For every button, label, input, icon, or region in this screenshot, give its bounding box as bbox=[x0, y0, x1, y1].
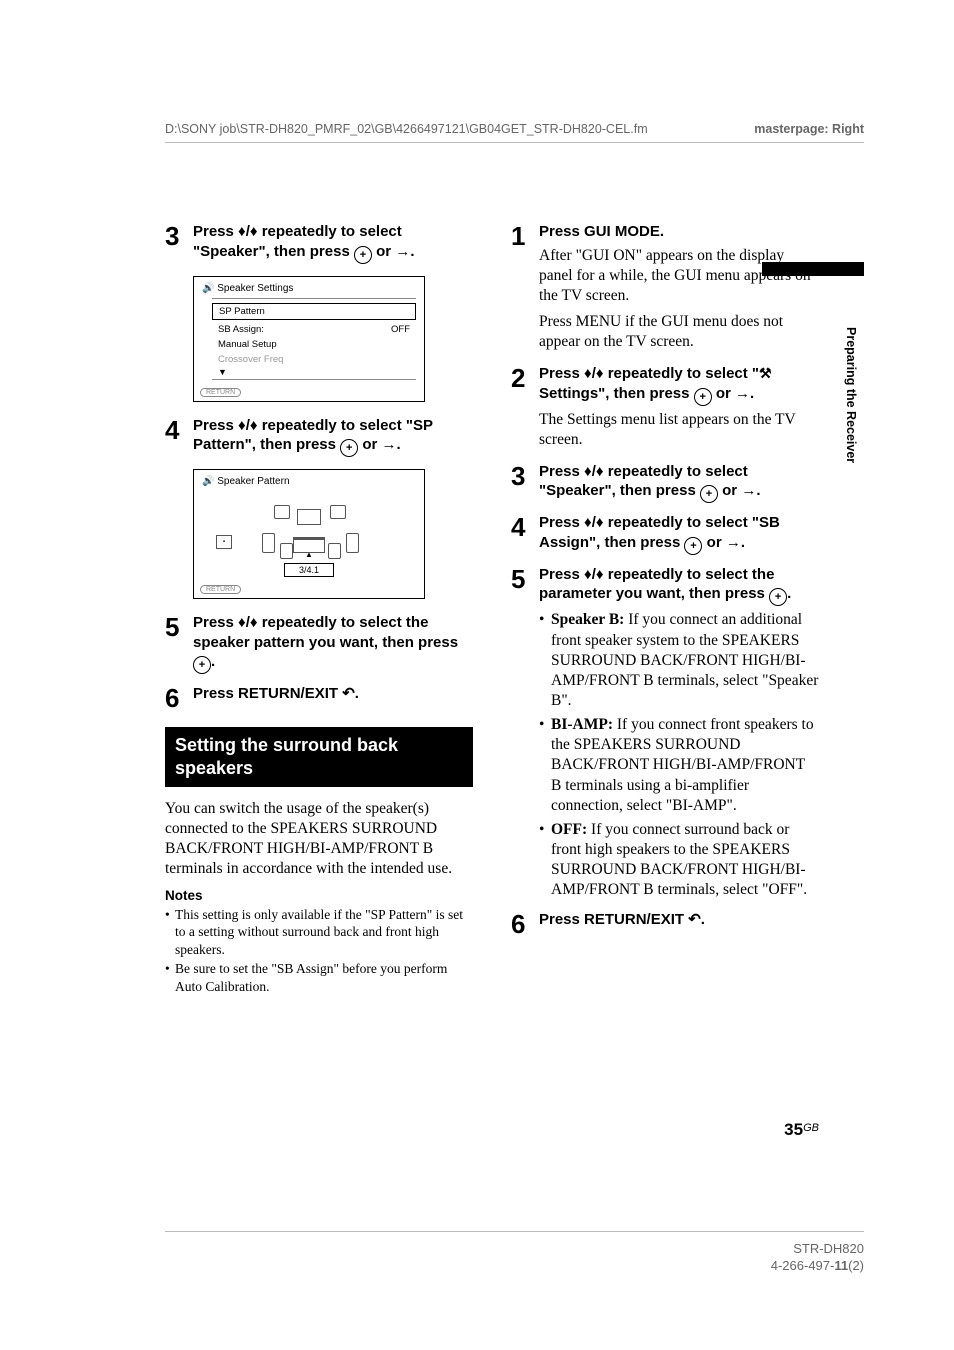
header-path-row: D:\SONY job\STR-DH820_PMRF_02\GB\4266497… bbox=[165, 122, 864, 136]
left-column: 3 Press ♦/♦ repeatedly to select "Speake… bbox=[165, 222, 473, 997]
step-text: After "GUI ON" appears on the display pa… bbox=[539, 246, 819, 306]
step-title: Press ♦/♦ repeatedly to select the speak… bbox=[193, 613, 473, 674]
enter-icon: + bbox=[193, 656, 211, 674]
step-number: 6 bbox=[165, 684, 193, 711]
enter-icon: + bbox=[340, 439, 358, 457]
step-title: Press ♦/♦ repeatedly to select the param… bbox=[539, 565, 819, 607]
menu-item-manual-setup: Manual Setup bbox=[212, 337, 416, 352]
left-step-3: 3 Press ♦/♦ repeatedly to select "Speake… bbox=[165, 222, 473, 268]
arrow-right-icon: → bbox=[726, 534, 741, 551]
right-step-1: 1 Press GUI MODE. After "GUI ON" appears… bbox=[511, 222, 819, 358]
enter-icon: + bbox=[769, 588, 787, 606]
section-body-text: You can switch the usage of the speaker(… bbox=[165, 799, 473, 880]
right-step-4: 4 Press ♦/♦ repeatedly to select "SB Ass… bbox=[511, 513, 819, 559]
step-title: Press RETURN/EXIT . bbox=[539, 910, 819, 930]
enter-icon: + bbox=[684, 537, 702, 555]
toolbox-icon bbox=[759, 365, 772, 382]
speaker-diagram: ▪ ▲ 3/4.1 bbox=[202, 495, 416, 577]
step-text: The Settings menu list appears on the TV… bbox=[539, 410, 819, 450]
step-number: 1 bbox=[511, 222, 539, 249]
enter-icon: + bbox=[700, 485, 718, 503]
step-number: 4 bbox=[165, 416, 193, 443]
menu-title: 🔊 Speaker Pattern bbox=[202, 476, 416, 487]
menu-down-arrow-icon: ▼ bbox=[212, 367, 416, 377]
step-number: 3 bbox=[165, 222, 193, 249]
arrow-right-icon: → bbox=[382, 436, 397, 453]
step-number: 4 bbox=[511, 513, 539, 540]
return-pill: RETURN bbox=[200, 585, 241, 594]
note-item: This setting is only available if the "S… bbox=[165, 906, 473, 959]
footer-doc-number: 4-266-497-11(2) bbox=[771, 1257, 864, 1275]
right-step-6: 6 Press RETURN/EXIT . bbox=[511, 910, 819, 937]
page-number: 35GB bbox=[784, 1120, 819, 1140]
section-heading: Setting the surround back speakers bbox=[165, 727, 473, 787]
speaker-icon bbox=[274, 505, 290, 519]
step-number: 5 bbox=[511, 565, 539, 592]
bullet-item: OFF: If you connect surround back or fro… bbox=[539, 820, 819, 901]
speaker-icon bbox=[280, 543, 293, 559]
return-icon bbox=[688, 911, 701, 928]
step-number: 3 bbox=[511, 462, 539, 489]
left-step-6: 6 Press RETURN/EXIT . bbox=[165, 684, 473, 711]
speaker-icon bbox=[262, 533, 275, 553]
arrow-right-icon: → bbox=[741, 482, 756, 499]
header-masterpage: masterpage: Right bbox=[754, 122, 864, 136]
content-columns: 3 Press ♦/♦ repeatedly to select "Speake… bbox=[165, 222, 819, 997]
notes-heading: Notes bbox=[165, 888, 473, 903]
bullet-item: Speaker B: If you connect an additional … bbox=[539, 610, 819, 711]
footer-divider bbox=[165, 1231, 864, 1232]
step-title: Press ♦/♦ repeatedly to select "SP Patte… bbox=[193, 416, 473, 458]
screenshot-speaker-settings: 🔊 Speaker Settings SP Pattern SB Assign:… bbox=[193, 276, 425, 402]
step-title: Press ♦/♦ repeatedly to select "SB Assig… bbox=[539, 513, 819, 555]
menu-item-sb-assign: SB Assign:OFF bbox=[212, 322, 416, 337]
page: D:\SONY job\STR-DH820_PMRF_02\GB\4266497… bbox=[0, 0, 954, 1350]
step-number: 2 bbox=[511, 364, 539, 391]
right-step-2: 2 Press ♦/♦ repeatedly to select " Setti… bbox=[511, 364, 819, 456]
return-pill: RETURN bbox=[200, 388, 241, 397]
arrow-right-icon: → bbox=[395, 243, 410, 260]
step-text: Press MENU if the GUI menu does not appe… bbox=[539, 312, 819, 352]
left-step-5: 5 Press ♦/♦ repeatedly to select the spe… bbox=[165, 613, 473, 678]
step-title: Press GUI MODE. bbox=[539, 222, 819, 242]
screenshot-speaker-pattern: 🔊 Speaker Pattern ▪ ▲ 3/4.1 bbox=[193, 469, 425, 599]
bullet-item: BI-AMP: If you connect front speakers to… bbox=[539, 715, 819, 816]
step-number: 5 bbox=[165, 613, 193, 640]
step-number: 6 bbox=[511, 910, 539, 937]
tv-icon bbox=[297, 509, 321, 525]
note-item: Be sure to set the "SB Assign" before yo… bbox=[165, 960, 473, 995]
step-title: Press ♦/♦ repeatedly to select "Speaker"… bbox=[539, 462, 819, 504]
enter-icon: + bbox=[694, 388, 712, 406]
header-divider bbox=[165, 142, 864, 143]
header-file-path: D:\SONY job\STR-DH820_PMRF_02\GB\4266497… bbox=[165, 122, 648, 136]
pattern-label: 3/4.1 bbox=[284, 563, 334, 577]
right-step-3: 3 Press ♦/♦ repeatedly to select "Speake… bbox=[511, 462, 819, 508]
left-step-4: 4 Press ♦/♦ repeatedly to select "SP Pat… bbox=[165, 416, 473, 462]
speaker-icon bbox=[328, 543, 341, 559]
return-icon bbox=[342, 685, 355, 702]
right-column: 1 Press GUI MODE. After "GUI ON" appears… bbox=[511, 222, 819, 997]
step-title: Press ♦/♦ repeatedly to select "Speaker"… bbox=[193, 222, 473, 264]
subwoofer-icon: ▪ bbox=[216, 535, 232, 549]
menu-item-sp-pattern: SP Pattern bbox=[212, 303, 416, 320]
enter-icon: + bbox=[354, 246, 372, 264]
menu-item-crossover: Crossover Freq bbox=[212, 352, 416, 367]
side-tab-label: Preparing the Receiver bbox=[842, 262, 858, 463]
footer-model: STR-DH820 bbox=[771, 1240, 864, 1258]
step-title: Press ♦/♦ repeatedly to select " Setting… bbox=[539, 364, 819, 406]
speaker-icon bbox=[330, 505, 346, 519]
step-title: Press RETURN/EXIT . bbox=[193, 684, 473, 704]
menu-title: 🔊 Speaker Settings bbox=[202, 283, 416, 294]
arrow-right-icon: → bbox=[735, 385, 750, 402]
menu-list: SP Pattern SB Assign:OFF Manual Setup Cr… bbox=[212, 298, 416, 380]
up-arrow-icon: ▲ bbox=[305, 550, 313, 559]
speaker-icon bbox=[346, 533, 359, 553]
footer: STR-DH820 4-266-497-11(2) bbox=[771, 1240, 864, 1275]
side-tab: Preparing the Receiver bbox=[842, 262, 864, 463]
right-step-5: 5 Press ♦/♦ repeatedly to select the par… bbox=[511, 565, 819, 904]
